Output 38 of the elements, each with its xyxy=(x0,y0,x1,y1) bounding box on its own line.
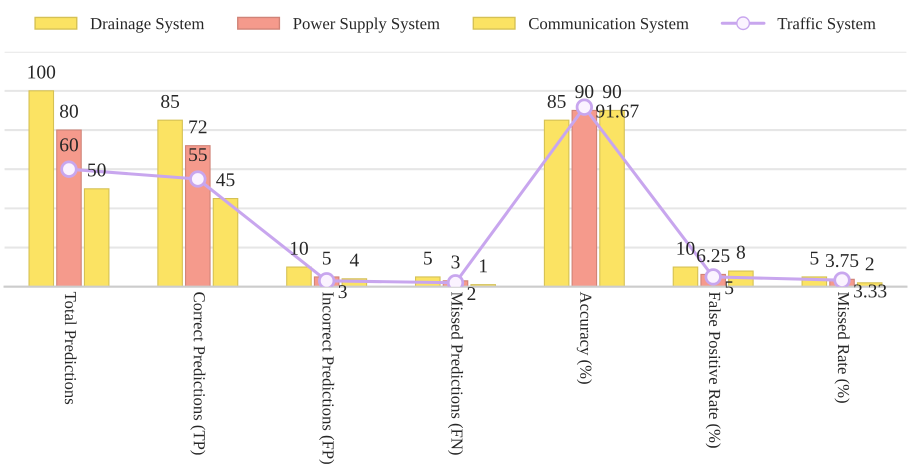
data-label: 10 xyxy=(677,242,694,255)
data-label: 80 xyxy=(60,104,78,118)
data-label: 90 xyxy=(575,85,594,98)
data-label: 50 xyxy=(88,163,106,176)
x-tick-label: Accuracy (%) xyxy=(576,292,592,384)
legend-label: Communication System xyxy=(528,18,689,33)
data-label: 45 xyxy=(216,173,234,186)
x-tick-label: False Positive Rate (%) xyxy=(706,292,721,448)
data-label: 3 xyxy=(452,255,460,269)
data-label: 91.67 xyxy=(596,104,639,118)
data-label: 4 xyxy=(350,254,359,266)
data-label: 3.75 xyxy=(826,254,858,268)
legend-label: Traffic System xyxy=(778,17,876,33)
data-label: 55 xyxy=(189,148,207,162)
data-label: 5 xyxy=(322,252,331,265)
data-label: 90 xyxy=(602,85,622,98)
data-label: 8 xyxy=(736,246,746,259)
data-label: 10 xyxy=(290,242,308,255)
legend-label: Power Supply System xyxy=(293,18,440,33)
legend-label: Drainage System xyxy=(90,18,204,33)
data-label: 2 xyxy=(467,287,476,300)
x-tick-label: Correct Predictions (TP) xyxy=(190,292,206,455)
data-label: 3.33 xyxy=(854,284,886,298)
x-tick-label: Missed Predictions (FN) xyxy=(448,292,464,455)
x-tick-label: Total Predictions xyxy=(64,292,77,404)
data-label: 5 xyxy=(424,252,432,265)
data-label: 3 xyxy=(338,285,347,298)
data-label: 2 xyxy=(866,257,874,270)
data-label: 1 xyxy=(480,259,487,272)
data-label: 5 xyxy=(810,252,818,265)
data-label: 85 xyxy=(548,94,566,108)
data-label: 72 xyxy=(189,120,206,134)
x-tick-label: Missed Rate (%) xyxy=(834,292,850,403)
x-tick-label: Incorrect Predictions (FP) xyxy=(319,292,334,464)
data-label: 6.25 xyxy=(697,249,730,262)
data-label: 100 xyxy=(28,65,56,79)
data-label: 60 xyxy=(60,138,78,152)
data-label: 85 xyxy=(161,94,180,108)
